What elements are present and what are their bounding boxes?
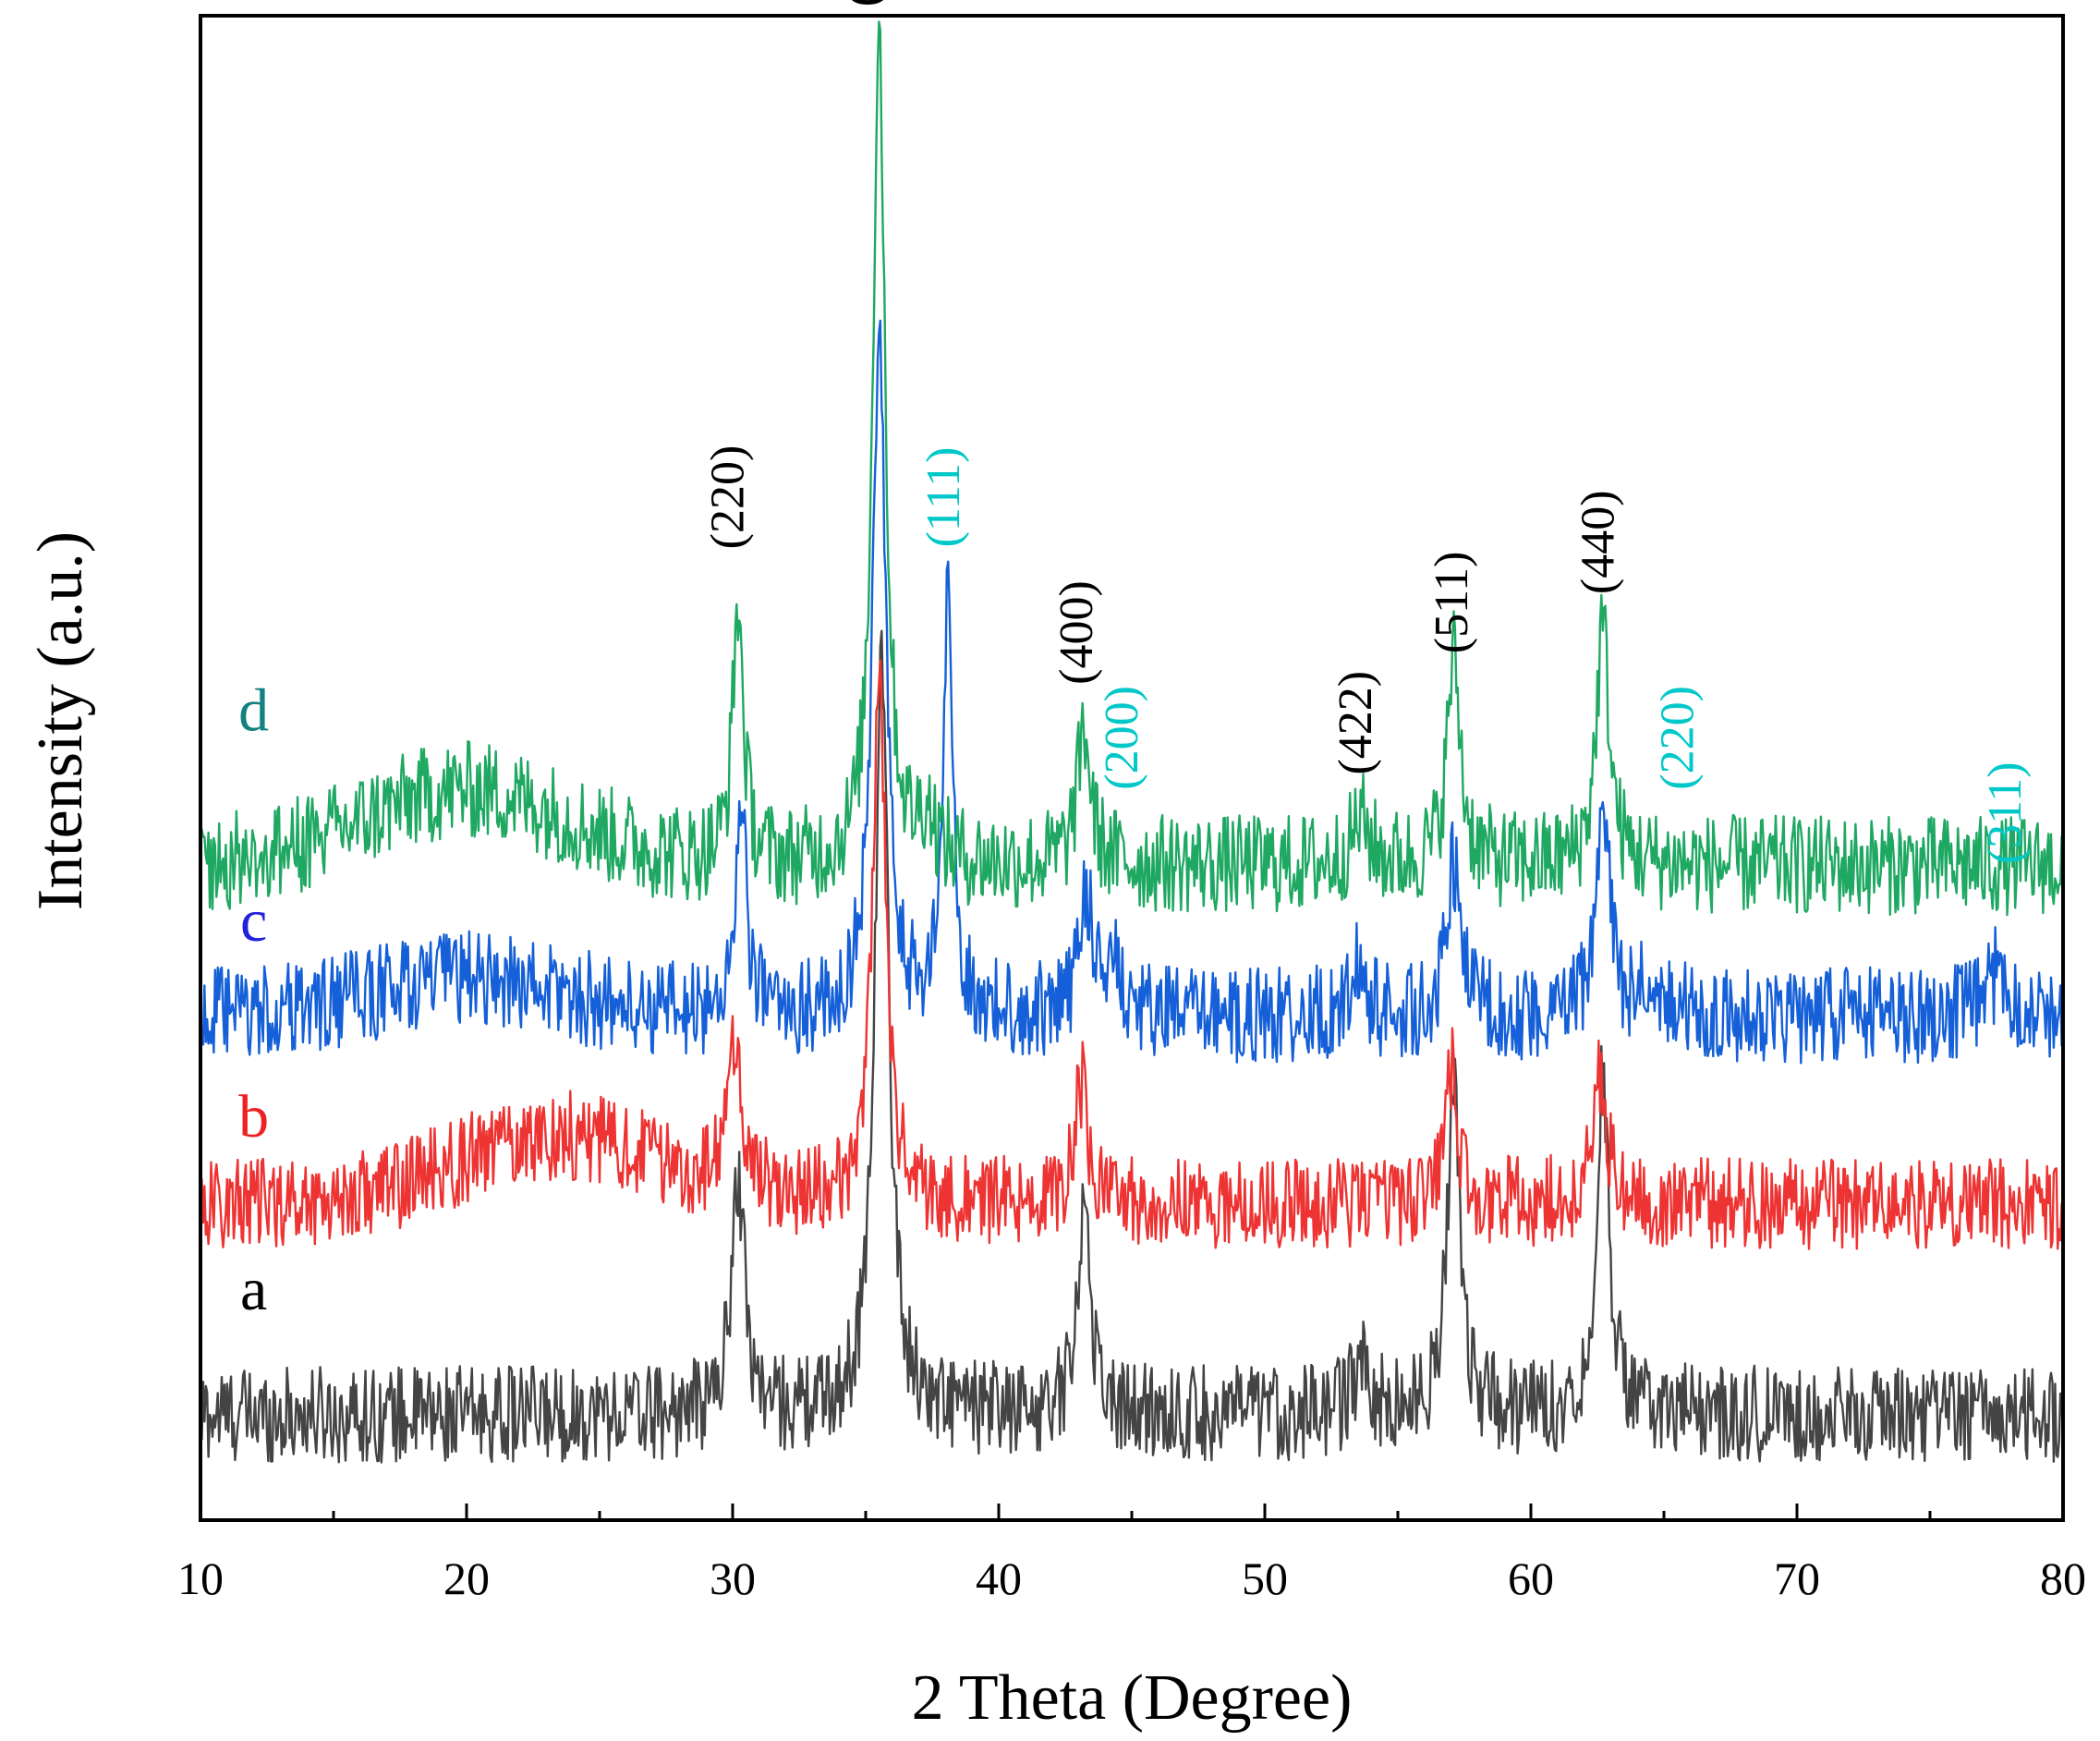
x-tick-label-40: 40 [976,1552,1022,1604]
x-tick-label-20: 20 [443,1552,490,1604]
peak-label-0: (220) [702,445,755,550]
x-axis-title: 2 Theta (Degree) [912,1662,1353,1734]
peak-label-5: (422) [1329,671,1382,775]
series-label-c: c [240,887,267,955]
series-line-d [199,20,2065,917]
peak-label-8: (220) [1652,686,1705,790]
peak-label-6: (511) [1426,552,1478,654]
y-axis-title: Intensity (a.u.) [25,531,96,910]
peak-label-9: (311) [1979,761,2032,864]
series-label-a: a [240,1256,267,1323]
x-tick-label-80: 80 [2040,1552,2086,1604]
series-label-b: b [238,1083,269,1151]
x-tick-label-50: 50 [1242,1552,1288,1604]
peak-label-1: (311) [837,0,890,6]
peak-label-4: (200) [1096,686,1148,790]
x-tick-label-30: 30 [710,1552,756,1604]
traces-group [199,20,2065,1464]
x-tick-label-70: 70 [1774,1552,1820,1604]
series-line-b [199,659,2065,1250]
x-tick-label-60: 60 [1508,1552,1554,1604]
series-line-a [199,629,2065,1464]
x-axis: 10 20 30 40 50 60 70 80 [177,1504,2086,1604]
peak-label-2: (111) [917,447,970,548]
x-tick-label-10: 10 [177,1552,224,1604]
peak-label-7: (440) [1572,490,1624,594]
series-label-d: d [238,676,269,744]
annotations-group: a b c d (220) (311) (111) (400)(200) (422) (511) (… [238,0,2032,1323]
series-line-c [199,319,2065,1065]
peak-label-3: (400) [1050,580,1103,685]
